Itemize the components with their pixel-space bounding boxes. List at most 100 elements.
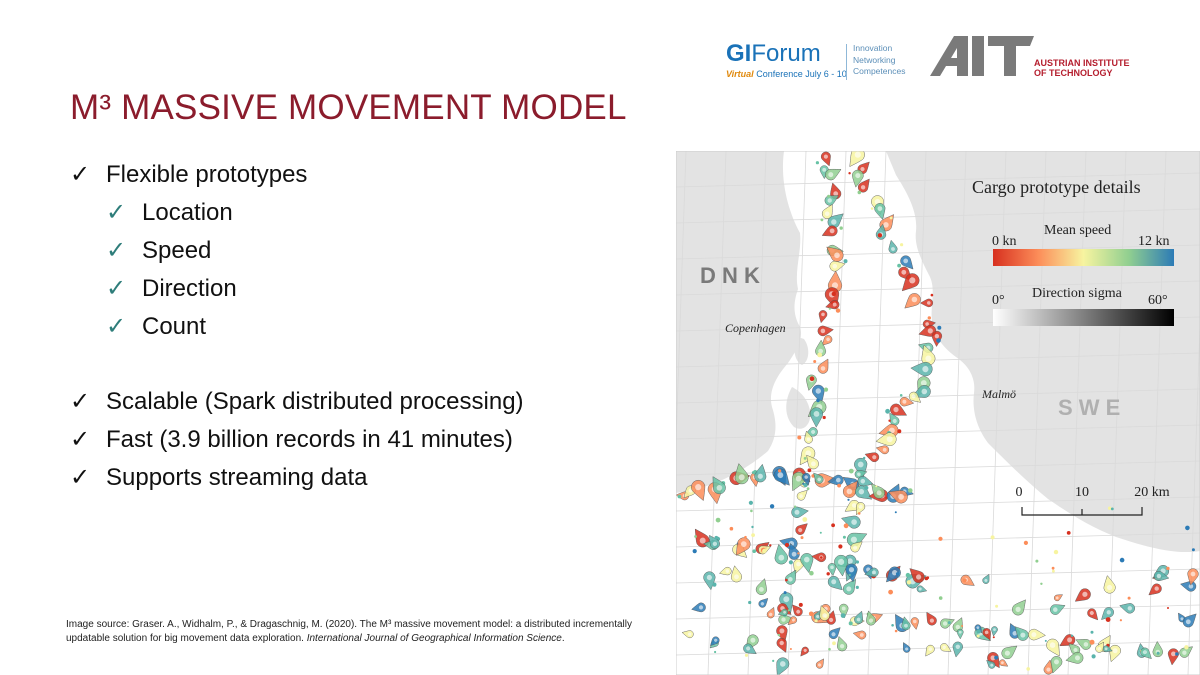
prototype-glyph <box>830 182 842 200</box>
scale-tick-20: 20 km <box>1134 485 1170 500</box>
prototype-dot <box>885 408 890 414</box>
bullet-text: Fast (3.9 billion records in 41 minutes) <box>106 426 513 453</box>
ait-name-line2: OF TECHNOLOGY <box>1034 68 1113 78</box>
prototype-glyph <box>826 246 844 262</box>
prototype-dot <box>820 556 823 559</box>
prototype-dot <box>777 633 781 637</box>
prototype-dot <box>936 338 941 343</box>
prototype-dot <box>809 376 815 381</box>
prototype-dot <box>864 485 869 490</box>
prototype-glyph <box>910 617 919 630</box>
prototype-dot <box>817 352 823 358</box>
prototype-dot <box>995 604 999 608</box>
prototype-glyph <box>1187 568 1199 586</box>
prototype-glyph <box>825 299 840 310</box>
prototype-glyph <box>825 169 842 181</box>
prototype-dot <box>1166 566 1170 571</box>
prototype-dot <box>897 429 902 434</box>
prototype-glyph <box>1103 575 1116 594</box>
prototype-glyph <box>694 528 710 548</box>
prototype-dot <box>889 216 893 220</box>
prototype-glyph <box>909 568 925 583</box>
prototype-dot <box>694 535 697 538</box>
prototype-dot <box>823 387 829 392</box>
grid-line <box>676 604 1200 620</box>
prototype-dot <box>1052 569 1055 573</box>
prototype-dot <box>819 531 822 534</box>
prototype-dot <box>843 259 848 264</box>
prototype-dot <box>808 611 814 617</box>
prototype-dot <box>806 487 810 491</box>
prototype-dot <box>831 523 835 528</box>
prototype-dot <box>848 468 854 474</box>
denmark-land <box>676 151 802 493</box>
prototype-dot <box>1175 652 1179 656</box>
prototype-dot <box>832 641 836 646</box>
prototype-dot <box>1110 507 1114 511</box>
scale-tick-0: 0 <box>1016 485 1023 500</box>
prototype-dot <box>1040 582 1043 585</box>
grid-line <box>676 244 1200 260</box>
prototype-dot <box>828 647 831 651</box>
check-icon: ✓ <box>106 199 127 226</box>
prototype-glyph <box>952 641 963 658</box>
grid-line <box>676 496 1200 512</box>
prototype-glyph <box>792 472 806 492</box>
prototype-glyph <box>925 644 935 657</box>
prototype-glyph <box>792 604 803 617</box>
bullet-streaming: ✓ Supports streaming data <box>70 459 650 497</box>
grid-line <box>676 151 687 454</box>
prototype-glyph <box>908 391 922 403</box>
prototype-glyphs <box>676 151 1199 675</box>
prototype-dot <box>888 589 893 595</box>
prototype-glyph <box>926 611 937 626</box>
grid-line <box>1067 151 1087 675</box>
ait-logo: AUSTRIAN INSTITUTE OF TECHNOLOGY <box>930 34 1150 80</box>
prototype-dot <box>842 535 846 539</box>
legend-title: Cargo prototype details <box>972 177 1141 197</box>
prototype-dot <box>800 536 804 540</box>
prototype-dot <box>814 619 818 623</box>
prototype-glyph <box>856 502 866 516</box>
prototype-dot <box>772 659 775 662</box>
prototype-glyph <box>709 534 720 549</box>
prototype-dot <box>855 560 859 564</box>
prototype-glyph <box>827 270 843 293</box>
prototype-glyph <box>986 659 996 669</box>
prototype-dot <box>798 602 803 607</box>
grid-line <box>676 424 1200 440</box>
prototype-dot <box>828 307 831 310</box>
prototype-glyph <box>819 605 830 621</box>
prototype-glyph <box>846 532 868 547</box>
prototype-glyph <box>827 563 837 577</box>
prototype-glyph <box>815 658 824 669</box>
prototype-glyph <box>795 523 808 535</box>
label-copenhagen: Copenhagen <box>725 321 786 335</box>
prototype-dot <box>875 485 878 488</box>
prototype-glyph <box>766 606 775 619</box>
prototype-glyph <box>1074 588 1091 602</box>
prototype-glyph <box>821 225 838 237</box>
prototype-glyph <box>691 480 706 501</box>
prototype-dot <box>888 419 891 422</box>
prototype-glyph <box>758 598 769 608</box>
prototype-glyph <box>1153 570 1170 581</box>
prototype-glyph <box>800 646 809 657</box>
prototype-glyph <box>982 628 991 641</box>
prototype-dot <box>787 609 790 612</box>
prototype-glyph <box>849 151 865 167</box>
prototype-dot <box>1119 557 1125 563</box>
prototype-glyph <box>844 500 860 512</box>
prototype-glyph <box>1180 581 1197 592</box>
bullet-text: Supports streaming data <box>106 464 368 491</box>
citation-line-1: Image source: Graser. A., Widhalm, P., &… <box>66 619 632 630</box>
prototype-glyph <box>755 578 767 595</box>
prototype-glyph <box>778 614 795 625</box>
prototype-glyph <box>681 630 694 639</box>
prototype-glyph <box>852 630 867 640</box>
prototype-glyph <box>910 361 933 377</box>
prototype-glyph <box>1068 643 1081 655</box>
prototype-dot <box>1051 566 1055 570</box>
prototype-dot <box>820 218 824 222</box>
prototype-glyph <box>916 585 928 593</box>
